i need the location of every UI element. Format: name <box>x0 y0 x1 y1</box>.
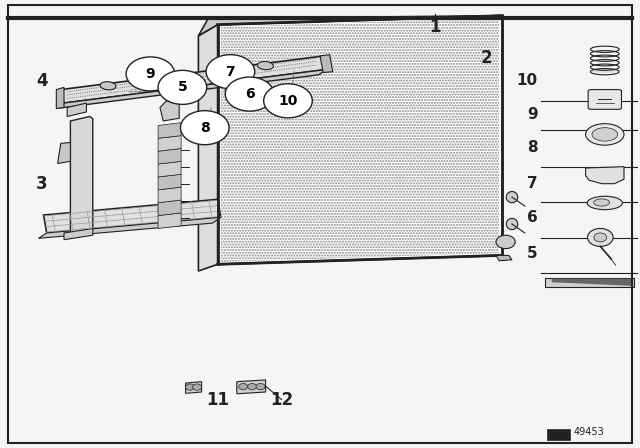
Polygon shape <box>160 101 179 121</box>
Text: 9: 9 <box>145 67 156 81</box>
Text: 9: 9 <box>527 107 538 122</box>
Polygon shape <box>38 217 221 238</box>
Polygon shape <box>158 174 181 190</box>
Polygon shape <box>198 25 218 271</box>
Polygon shape <box>198 16 502 36</box>
Polygon shape <box>158 161 181 177</box>
Text: 6: 6 <box>527 210 538 225</box>
Polygon shape <box>158 149 181 164</box>
Polygon shape <box>158 187 181 202</box>
Polygon shape <box>56 69 326 108</box>
Ellipse shape <box>586 124 624 145</box>
Ellipse shape <box>588 196 622 210</box>
Text: 4: 4 <box>36 72 47 90</box>
Bar <box>547 429 570 440</box>
FancyBboxPatch shape <box>588 90 621 109</box>
Text: 7: 7 <box>527 176 538 191</box>
Polygon shape <box>70 116 93 235</box>
Text: 8: 8 <box>527 140 538 155</box>
Text: 5: 5 <box>177 80 188 95</box>
Polygon shape <box>61 56 326 103</box>
Text: 6: 6 <box>244 87 255 101</box>
Circle shape <box>186 384 195 390</box>
Circle shape <box>588 228 613 246</box>
Polygon shape <box>186 382 202 393</box>
Circle shape <box>264 84 312 118</box>
Text: 8: 8 <box>200 121 210 135</box>
Circle shape <box>239 383 248 390</box>
Polygon shape <box>320 55 333 73</box>
Ellipse shape <box>152 75 168 83</box>
Polygon shape <box>56 87 64 108</box>
Text: 10: 10 <box>278 94 298 108</box>
Polygon shape <box>586 167 624 184</box>
Polygon shape <box>158 213 181 228</box>
Circle shape <box>248 383 257 390</box>
Polygon shape <box>552 279 632 286</box>
Circle shape <box>256 383 265 390</box>
Circle shape <box>206 55 255 89</box>
Polygon shape <box>158 136 181 151</box>
Polygon shape <box>58 142 70 164</box>
Polygon shape <box>237 380 266 394</box>
Ellipse shape <box>211 68 226 76</box>
Text: 2: 2 <box>481 49 492 67</box>
Text: 11: 11 <box>206 391 229 409</box>
Ellipse shape <box>593 199 609 206</box>
Polygon shape <box>218 16 502 264</box>
Ellipse shape <box>257 61 273 70</box>
Ellipse shape <box>592 128 618 141</box>
Circle shape <box>126 57 175 91</box>
Ellipse shape <box>591 69 618 73</box>
Text: 49453: 49453 <box>573 427 604 437</box>
Text: 3: 3 <box>36 175 47 193</box>
Circle shape <box>180 111 229 145</box>
Polygon shape <box>158 123 181 138</box>
Polygon shape <box>545 278 634 287</box>
Ellipse shape <box>506 218 518 229</box>
Circle shape <box>594 233 607 242</box>
Ellipse shape <box>100 82 116 90</box>
Text: 5: 5 <box>527 246 538 261</box>
Text: 10: 10 <box>516 73 538 88</box>
Ellipse shape <box>506 192 518 202</box>
Circle shape <box>496 235 515 249</box>
Polygon shape <box>67 103 86 116</box>
Circle shape <box>158 70 207 104</box>
Text: 1: 1 <box>429 18 441 36</box>
Polygon shape <box>44 199 221 233</box>
Circle shape <box>225 77 274 111</box>
Polygon shape <box>496 255 512 261</box>
Circle shape <box>193 384 202 390</box>
Polygon shape <box>158 200 181 215</box>
Polygon shape <box>64 228 93 240</box>
Text: 12: 12 <box>270 391 293 409</box>
Text: 7: 7 <box>225 65 236 79</box>
